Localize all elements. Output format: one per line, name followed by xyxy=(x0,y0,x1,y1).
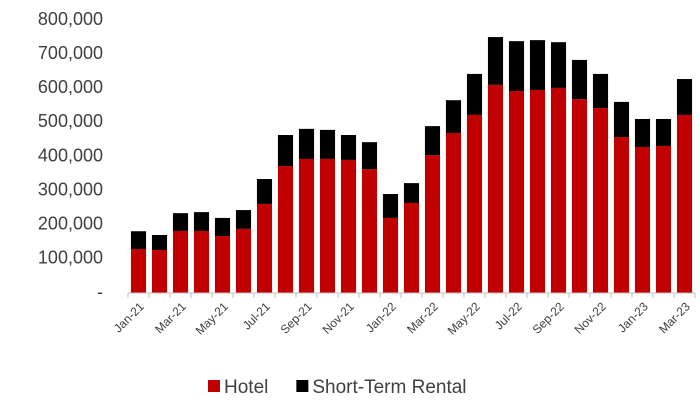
bar-segment xyxy=(634,146,651,293)
bar-segment xyxy=(172,230,189,293)
bar-segment xyxy=(403,202,420,293)
bar-segment xyxy=(130,248,147,293)
bar-segment xyxy=(172,213,189,231)
bar-segment xyxy=(466,114,483,294)
bar-segment xyxy=(235,228,252,293)
legend-label: Hotel xyxy=(224,377,268,398)
bar-segment xyxy=(424,126,441,156)
x-tick-label: Mar-21 xyxy=(152,299,189,336)
bar-segment xyxy=(571,59,588,100)
bar-segment xyxy=(445,132,462,293)
legend-swatch xyxy=(296,380,309,392)
bar-segment xyxy=(151,234,168,251)
bar-segment xyxy=(613,101,630,138)
x-tick-label: Jan-22 xyxy=(363,299,399,335)
bar-segment xyxy=(592,108,609,293)
x-tick-label: Jan-21 xyxy=(111,299,147,335)
y-tick-label: 500,000 xyxy=(38,111,103,131)
bar-segment xyxy=(340,159,357,293)
bar-segment xyxy=(655,118,672,146)
bar-segment xyxy=(676,114,693,294)
bar-segment xyxy=(424,155,441,293)
bar-segment xyxy=(319,158,336,293)
x-tick-label: Mar-23 xyxy=(656,299,693,336)
bar-segment xyxy=(487,37,504,85)
y-tick-label: 200,000 xyxy=(38,214,103,234)
bar-segment xyxy=(277,135,294,167)
x-tick-label: Sep-22 xyxy=(530,299,567,336)
bar-segment xyxy=(592,73,609,109)
legend-label: Short-Term Rental xyxy=(312,377,466,398)
x-tick-label: Jan-23 xyxy=(615,299,651,335)
bar-segment xyxy=(277,166,294,293)
bar-segment xyxy=(256,203,273,293)
bar-segment xyxy=(529,40,546,90)
x-tick-label: May-21 xyxy=(193,299,231,337)
bar-segment xyxy=(193,230,210,293)
x-tick-label: May-22 xyxy=(445,299,483,337)
bar-segment xyxy=(382,194,399,218)
bar-segment xyxy=(529,89,546,293)
bar-segment xyxy=(340,135,357,160)
bar-segment xyxy=(235,210,252,229)
x-tick-label: Sep-21 xyxy=(278,299,315,336)
y-tick-label: 300,000 xyxy=(38,179,103,199)
bar-segment xyxy=(550,87,567,293)
bar-segment xyxy=(571,99,588,293)
bar-segment xyxy=(382,217,399,293)
bar-segment xyxy=(214,217,231,237)
x-tick-label: Jul-22 xyxy=(492,299,525,332)
y-tick-label: 400,000 xyxy=(38,145,103,165)
bar-segment xyxy=(151,250,168,293)
bar-segment xyxy=(508,41,525,91)
bar-segment xyxy=(403,183,420,203)
y-tick-label: 800,000 xyxy=(38,9,103,29)
x-tick-label: Jul-21 xyxy=(240,299,273,332)
bar-segment xyxy=(550,42,567,88)
bar-segment xyxy=(508,90,525,293)
y-tick-label: 600,000 xyxy=(38,77,103,97)
x-tick-label: Nov-22 xyxy=(572,299,609,336)
bar-segment xyxy=(298,128,315,159)
y-tick-label: - xyxy=(97,282,103,302)
y-tick-label: 700,000 xyxy=(38,43,103,63)
x-tick-label: Mar-22 xyxy=(404,299,441,336)
bar-segment xyxy=(487,84,504,294)
y-tick-label: 100,000 xyxy=(38,248,103,268)
x-tick-label: Nov-21 xyxy=(320,299,357,336)
bar-segment xyxy=(634,118,651,147)
bar-segment xyxy=(361,169,378,293)
bar-segment xyxy=(613,137,630,293)
bar-segment xyxy=(193,212,210,231)
bar-segment xyxy=(676,79,693,115)
bar-segment xyxy=(445,100,462,133)
bar-segment xyxy=(319,129,336,159)
bar-segment xyxy=(655,145,672,293)
bar-segment xyxy=(214,236,231,293)
legend-swatch xyxy=(208,380,220,392)
bar-segment xyxy=(130,231,147,249)
bar-segment xyxy=(361,142,378,170)
bar-segment xyxy=(298,158,315,293)
bar-segment xyxy=(256,179,273,204)
bar-segment xyxy=(466,73,483,115)
